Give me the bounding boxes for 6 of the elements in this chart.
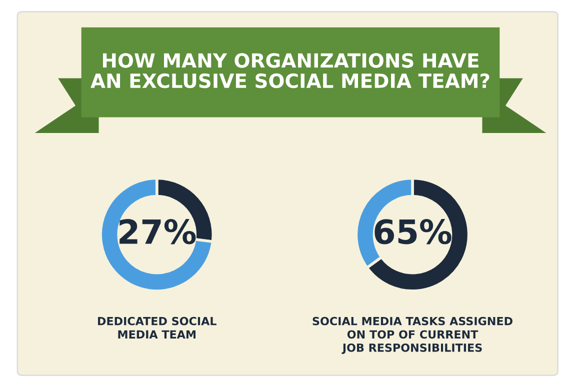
text: SOCIAL MEDIA TASKS ASSIGNED ON TOP OF CURRENT JOB RESPONSIBILITIES — [312, 316, 512, 354]
donut-slice — [99, 176, 214, 292]
text: DEDICATED SOCIAL MEDIA TEAM — [98, 316, 216, 338]
text: HOW MANY ORGANIZATIONS HAVE AN EXCLUSIVE SOCIAL MEDIA TEAM? — [90, 53, 490, 88]
data-label: 65% — [374, 219, 452, 244]
data-label: 27% — [120, 219, 196, 244]
